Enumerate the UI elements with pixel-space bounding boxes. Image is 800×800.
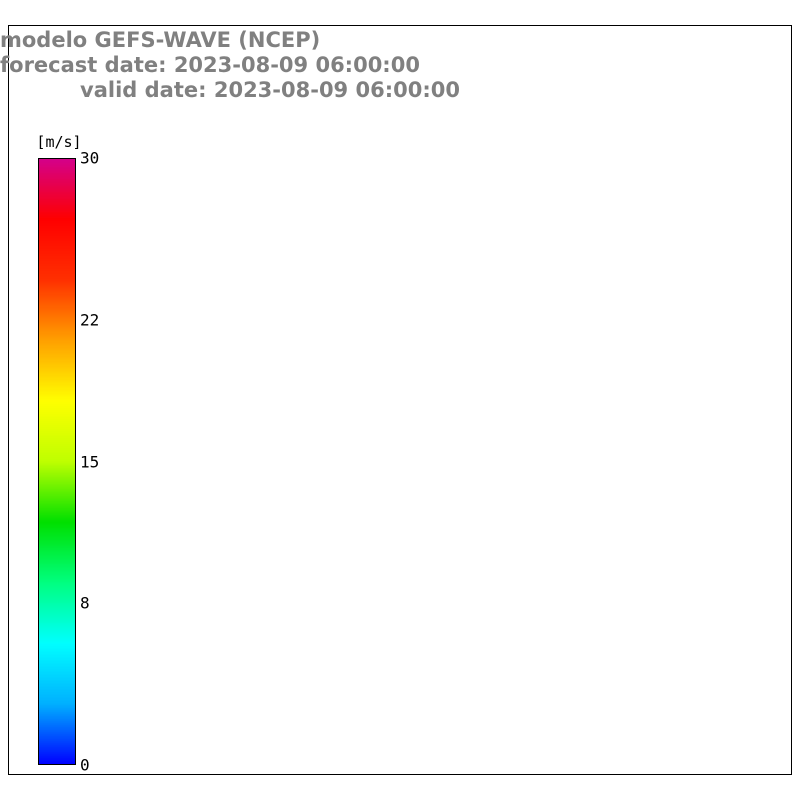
figure-title: modelo GEFS-WAVE (NCEP) forecast date: 2…	[0, 28, 540, 103]
colorbar-tick-8: 8	[80, 593, 90, 613]
title-forecast-date: forecast date: 2023-08-09 06:00:00	[0, 53, 420, 77]
title-valid-date: valid date: 2023-08-09 06:00:00	[80, 78, 460, 102]
title-model-line: modelo GEFS-WAVE (NCEP)	[0, 28, 321, 52]
colorbar	[38, 158, 76, 765]
colorbar-tick-0: 0	[80, 755, 90, 775]
colorbar-tick-30: 30	[80, 148, 100, 168]
colorbar-gradient	[38, 158, 76, 765]
colorbar-tick-15: 15	[80, 452, 100, 471]
colorbar-tick-22: 22	[80, 310, 100, 330]
colorbar-unit-label: [m/s]	[36, 133, 82, 151]
colorbar-outline	[38, 158, 76, 765]
